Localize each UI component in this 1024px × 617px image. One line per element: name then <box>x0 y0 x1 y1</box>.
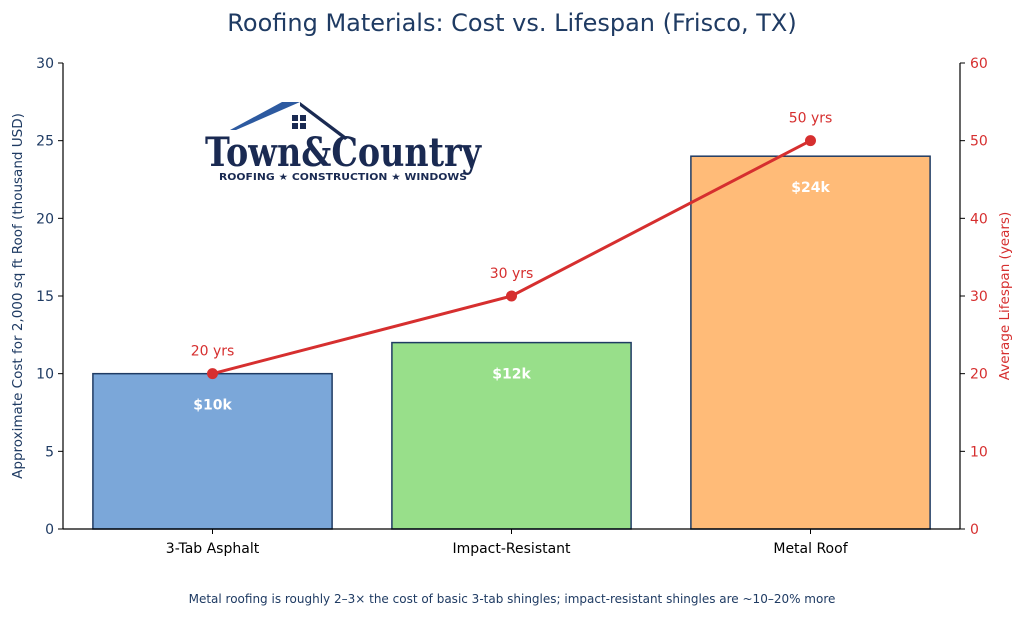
logo-roof-right <box>300 102 348 140</box>
right-tick-label: 20 <box>970 367 988 383</box>
logo-window-icon <box>292 115 306 129</box>
left-tick-label: 30 <box>36 56 54 72</box>
left-axis: 0 5 10 15 20 25 30 <box>36 56 64 538</box>
lifespan-point <box>207 368 218 380</box>
left-tick-label: 25 <box>36 134 54 150</box>
lifespan-point <box>805 135 816 147</box>
right-tick-label: 30 <box>970 289 988 305</box>
lifespan-point-label: 20 yrs <box>191 344 235 360</box>
lifespan-line-group: 20 yrs 30 yrs 50 yrs <box>191 111 833 380</box>
left-tick-label: 0 <box>45 522 54 538</box>
cost-bar <box>690 155 931 530</box>
cost-bar-label: $10k <box>193 398 232 414</box>
x-tick-label: Impact-Resistant <box>452 541 571 557</box>
left-tick-label: 15 <box>36 289 54 305</box>
left-tick-label: 5 <box>45 444 54 460</box>
x-tick-label: Metal Roof <box>773 541 848 557</box>
bars-group: $10k $12k $24k <box>92 155 931 530</box>
left-tick-label: 20 <box>36 211 54 227</box>
y-axis-label: Approximate Cost for 2,000 sq ft Roof (t… <box>10 113 26 479</box>
logo-name: Town&Country <box>205 129 482 176</box>
y2-axis-label: Average Lifespan (years) <box>997 212 1013 380</box>
lifespan-point <box>506 290 517 302</box>
lifespan-point-label: 50 yrs <box>789 111 833 127</box>
lifespan-point-label: 30 yrs <box>490 266 534 282</box>
right-tick-label: 50 <box>970 134 988 150</box>
cost-bar-label: $24k <box>791 180 830 196</box>
right-tick-label: 40 <box>970 211 988 227</box>
right-tick-label: 0 <box>970 522 979 538</box>
cost-bar <box>92 372 333 530</box>
chart-title: Roofing Materials: Cost vs. Lifespan (Fr… <box>227 9 796 37</box>
right-tick-label: 10 <box>970 444 988 460</box>
company-logo: Town&Country ROOFING ★ CONSTRUCTION ★ WI… <box>205 102 482 183</box>
chart-caption: Metal roofing is roughly 2–3× the cost o… <box>189 592 836 606</box>
cost-bar-label: $12k <box>492 367 531 383</box>
left-tick-label: 10 <box>36 367 54 383</box>
x-axis: 3-Tab Asphalt Impact-Resistant Metal Roof <box>63 528 960 557</box>
right-axis: 0 10 20 30 40 50 60 <box>959 56 988 538</box>
x-tick-label: 3-Tab Asphalt <box>166 541 260 557</box>
right-tick-label: 60 <box>970 56 988 72</box>
logo-tagline: ROOFING ★ CONSTRUCTION ★ WINDOWS <box>219 172 467 183</box>
logo-roof-shape <box>230 102 300 130</box>
